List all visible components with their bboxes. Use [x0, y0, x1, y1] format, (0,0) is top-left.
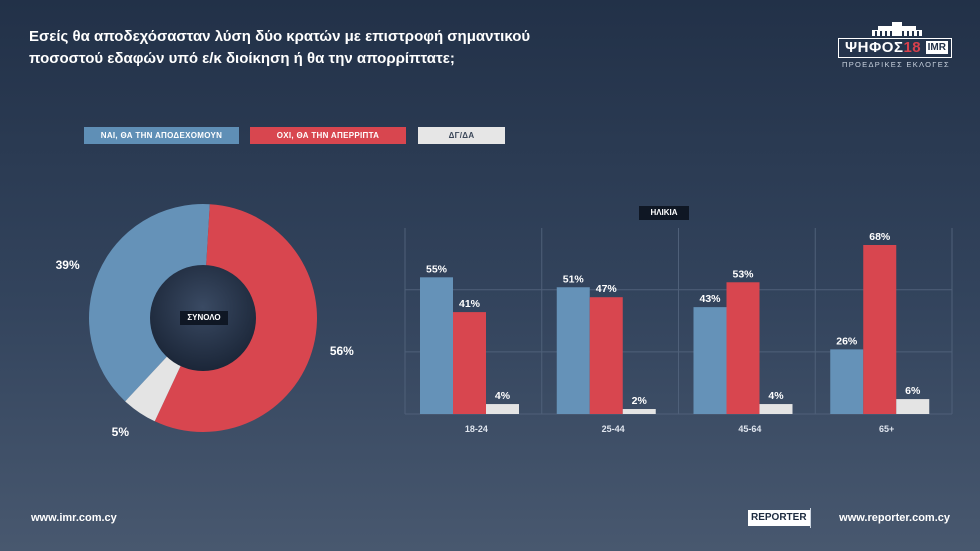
bar-18-24-series3 [486, 404, 519, 414]
bar-value-label: 41% [459, 298, 481, 310]
pie-center-label: ΣΥΝΟΛΟ [180, 311, 228, 325]
bar-value-label: 4% [495, 390, 511, 402]
bar-25-44-series2 [589, 297, 623, 414]
pie-value-label: 56% [329, 344, 354, 359]
legend-dk: ΔΓ/ΔΑ [418, 127, 505, 144]
bar-25-44-series3 [622, 409, 656, 414]
pie-value-label: 39% [55, 257, 80, 272]
brand-name: ΨΗΦΟΣ18 [845, 39, 922, 56]
age-group-label: ΗΛΙΚΙΑ [639, 206, 689, 220]
pie-slice-3 [125, 318, 203, 422]
bar-value-label: 47% [596, 283, 618, 295]
bar-45-64-series2 [726, 282, 760, 414]
category-label: 18-24 [465, 424, 488, 434]
bar-18-24-series2 [453, 312, 486, 414]
legend-no: ΟΧΙ, ΘΑ ΤΗΝ ΑΠΕΡΡΙΠΤΑ [250, 127, 406, 144]
bar-65+-series3 [896, 399, 930, 414]
bar-value-label: 2% [632, 395, 648, 407]
footer-separator [810, 508, 811, 528]
parliament-building-icon [872, 22, 922, 36]
bar-value-label: 6% [905, 385, 921, 397]
reporter-logo: REPORTER [748, 510, 810, 526]
brand-box: ΨΗΦΟΣ18 IMR [838, 38, 952, 58]
bar-value-label: 26% [836, 335, 858, 347]
bar-value-label: 53% [732, 268, 754, 280]
bar-25-44-series1 [556, 287, 590, 414]
bar-45-64-series1 [693, 307, 727, 414]
bar-value-label: 4% [768, 390, 784, 402]
category-label: 45-64 [738, 424, 761, 434]
bar-18-24-series1 [420, 277, 453, 414]
reporter-website[interactable]: www.reporter.com.cy [839, 512, 950, 524]
pie-value-label: 5% [111, 424, 130, 439]
psifos-brand-logo: ΨΗΦΟΣ18 IMR ΠΡΟΕΔΡΙΚΕΣ ΕΚΛΟΓΕΣ [836, 22, 956, 70]
imr-logo: IMR [925, 41, 948, 54]
bar-value-label: 68% [869, 231, 891, 243]
bar-value-label: 51% [563, 273, 585, 285]
category-label: 65+ [879, 424, 894, 434]
category-label: 25-44 [602, 424, 625, 434]
brand-subtitle: ΠΡΟΕΔΡΙΚΕΣ ΕΚΛΟΓΕΣ [842, 60, 950, 69]
chart-title-line1: Εσείς θα αποδεχόσασταν λύση δύο κρατών μ… [29, 28, 531, 45]
pie-slice-1 [88, 203, 210, 402]
chart-title: Εσείς θα αποδεχόσασταν λύση δύο κρατών μ… [29, 26, 629, 70]
chart-title-line2: ποσοστού εδαφών υπό ε/κ διοίκηση ή θα τη… [29, 50, 455, 67]
bar-65+-series1 [830, 349, 864, 414]
bar-value-label: 43% [699, 293, 721, 305]
imr-website[interactable]: www.imr.com.cy [31, 512, 117, 524]
bar-65+-series2 [863, 245, 897, 414]
legend-yes: ΝΑΙ, ΘΑ ΤΗΝ ΑΠΟΔΕΧΟΜΟΥΝ [84, 127, 239, 144]
bar-45-64-series3 [759, 404, 793, 414]
bar-value-label: 55% [426, 263, 448, 275]
